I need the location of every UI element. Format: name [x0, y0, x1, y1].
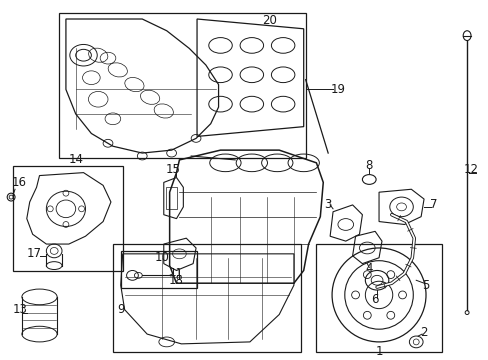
- Bar: [13, 166, 122, 271]
- Text: 2: 2: [420, 326, 427, 339]
- Bar: [316, 244, 441, 352]
- Text: 10: 10: [154, 251, 169, 264]
- Text: 6: 6: [370, 293, 378, 306]
- Bar: [165, 187, 177, 209]
- Text: 17: 17: [27, 247, 42, 260]
- Text: 15: 15: [166, 163, 181, 176]
- Text: 9: 9: [117, 303, 124, 316]
- Text: 11: 11: [169, 269, 183, 278]
- Bar: [59, 13, 305, 158]
- Bar: [121, 251, 197, 288]
- Text: 16: 16: [11, 176, 26, 189]
- Text: 7: 7: [429, 198, 437, 211]
- Text: 4: 4: [365, 262, 372, 275]
- Text: 3: 3: [324, 198, 331, 211]
- Bar: [113, 244, 300, 352]
- Text: 18: 18: [169, 274, 183, 287]
- Text: 5: 5: [422, 279, 429, 292]
- Text: 8: 8: [365, 159, 372, 172]
- Text: 20: 20: [262, 14, 276, 27]
- Text: 12: 12: [463, 163, 478, 176]
- Text: 19: 19: [330, 83, 345, 96]
- Text: 14: 14: [68, 153, 83, 166]
- Text: 1: 1: [374, 345, 382, 358]
- Text: 13: 13: [13, 303, 28, 316]
